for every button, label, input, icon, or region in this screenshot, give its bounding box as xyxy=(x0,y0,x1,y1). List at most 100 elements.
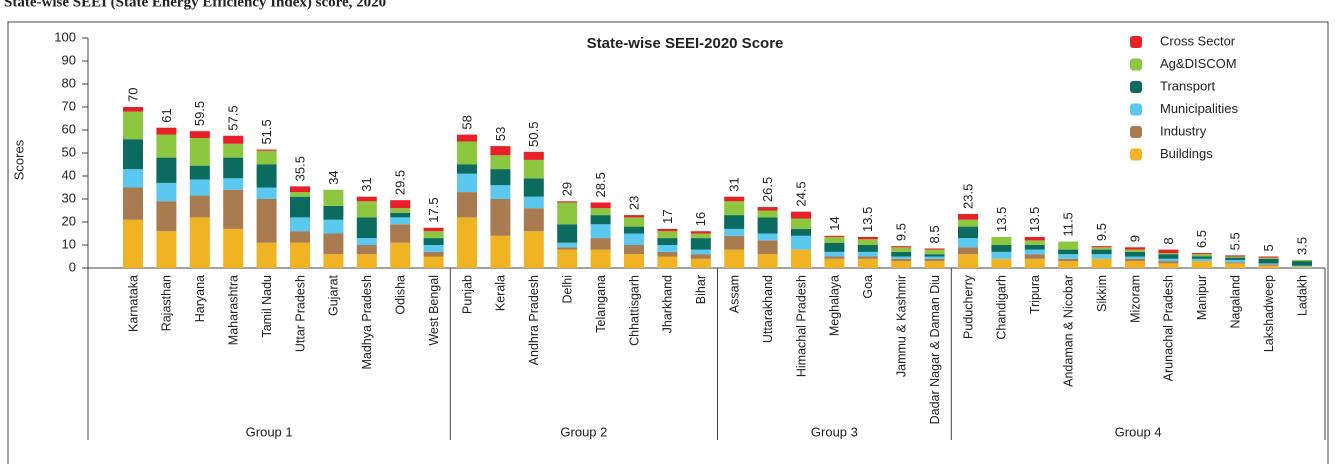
bar-segment xyxy=(791,228,811,236)
bar-segment xyxy=(590,238,611,250)
x-tick-label: Ladakh xyxy=(1295,275,1309,316)
bar-segment xyxy=(156,182,177,202)
bar-segment xyxy=(323,219,344,234)
bar-segment xyxy=(857,251,878,257)
bar-segment xyxy=(423,256,444,268)
y-axis-label: Scores xyxy=(11,139,26,180)
bar-segment xyxy=(1125,258,1145,262)
bar-segment xyxy=(356,238,377,245)
bar-segment xyxy=(423,245,444,252)
bar-segment xyxy=(991,258,1012,268)
bar-segment xyxy=(690,238,711,250)
bar-segment xyxy=(557,247,578,250)
bar-segment xyxy=(624,245,644,255)
bar-segment xyxy=(256,187,277,199)
y-tick-label: 90 xyxy=(62,52,76,67)
bar-segment xyxy=(523,151,544,160)
chart-title: State-wise SEEI-2020 Score xyxy=(587,35,784,52)
bar-segment xyxy=(657,251,678,257)
bar-segment xyxy=(1258,258,1279,264)
bar-segment xyxy=(824,258,845,268)
bar-segment xyxy=(891,256,912,259)
bar-segment xyxy=(323,205,344,220)
bar-segment xyxy=(590,202,611,209)
bar-segment xyxy=(390,200,411,209)
x-tick-label: Gujarat xyxy=(327,274,341,316)
total-label: 9 xyxy=(1127,235,1142,242)
bar-segment xyxy=(189,165,210,180)
bar-segment xyxy=(891,251,912,257)
bar-segment xyxy=(590,224,611,239)
bar-segment xyxy=(323,233,344,255)
legend-swatch xyxy=(1130,81,1142,93)
bar-segment xyxy=(590,249,611,268)
bar-segment xyxy=(1024,236,1045,241)
bar-segment xyxy=(256,242,277,268)
bar-segment xyxy=(390,242,411,268)
bar-segment xyxy=(390,224,411,243)
bar-segment xyxy=(891,258,912,262)
bar-segment xyxy=(1191,254,1212,257)
bar-segment xyxy=(1225,259,1246,263)
group-label: Group 3 xyxy=(811,424,858,439)
x-tick-label: Bihar xyxy=(694,275,708,304)
bar-segment xyxy=(423,251,444,257)
bar-segment xyxy=(624,217,644,227)
bar-segment xyxy=(724,235,745,250)
bar-segment xyxy=(757,210,778,218)
bar-segment xyxy=(1024,249,1045,255)
bar-segment xyxy=(1158,253,1179,255)
bar-segment xyxy=(924,254,945,257)
x-tick-label: Himachal Pradesh xyxy=(794,275,808,377)
bar-segment xyxy=(323,189,344,206)
x-tick-label: Tamil Nadu xyxy=(260,275,274,338)
bar-segment xyxy=(123,139,143,170)
group-label: Group 2 xyxy=(560,424,607,439)
bar-segment xyxy=(657,228,678,232)
bar-segment xyxy=(1191,256,1212,259)
x-tick-label: Uttarakhand xyxy=(761,275,775,343)
bar-segment xyxy=(390,212,411,218)
bar-segment xyxy=(256,199,277,243)
bar-segment xyxy=(356,201,377,218)
x-tick-label: Telangana xyxy=(594,275,608,333)
x-tick-label: Rajasthan xyxy=(160,275,174,331)
bar-segment xyxy=(1258,264,1279,266)
bar-segment xyxy=(390,208,411,213)
bar-segment xyxy=(223,178,244,190)
legend-swatch xyxy=(1130,126,1142,138)
bar-segment xyxy=(1024,254,1045,259)
bar-segment xyxy=(824,251,845,257)
total-label: 61 xyxy=(159,108,174,122)
bar-segment xyxy=(791,235,811,250)
bar-segment xyxy=(356,245,377,255)
bar-segment xyxy=(824,235,845,237)
bar-segment xyxy=(256,164,277,188)
bar-segment xyxy=(757,240,778,255)
bar-segment xyxy=(991,245,1012,252)
total-label: 59.5 xyxy=(192,101,207,126)
bar-segment xyxy=(1225,263,1246,268)
bar-segment xyxy=(156,127,177,135)
bar-segment xyxy=(824,242,845,252)
bar-segment xyxy=(1058,241,1079,250)
total-label: 29 xyxy=(560,182,575,196)
bar-segment xyxy=(156,157,177,183)
bar-segment xyxy=(958,254,978,268)
bar-segment xyxy=(290,186,310,193)
bar-segment xyxy=(1258,256,1279,258)
total-label: 28.5 xyxy=(593,172,608,197)
legend-swatch xyxy=(1130,103,1142,116)
bar-segment xyxy=(356,196,377,202)
bar-segment xyxy=(156,231,177,268)
bar-segment xyxy=(1125,249,1145,252)
group-label: Group 1 xyxy=(246,424,293,439)
x-tick-label: Chhattisgarh xyxy=(627,275,641,346)
bar-segment xyxy=(624,215,644,218)
bar-segment xyxy=(724,215,745,229)
bar-segment xyxy=(1225,262,1246,264)
x-tick-label: Punjab xyxy=(460,275,474,314)
bar-segment xyxy=(223,157,244,179)
bar-segment xyxy=(958,219,978,227)
bar-segment xyxy=(290,192,310,197)
